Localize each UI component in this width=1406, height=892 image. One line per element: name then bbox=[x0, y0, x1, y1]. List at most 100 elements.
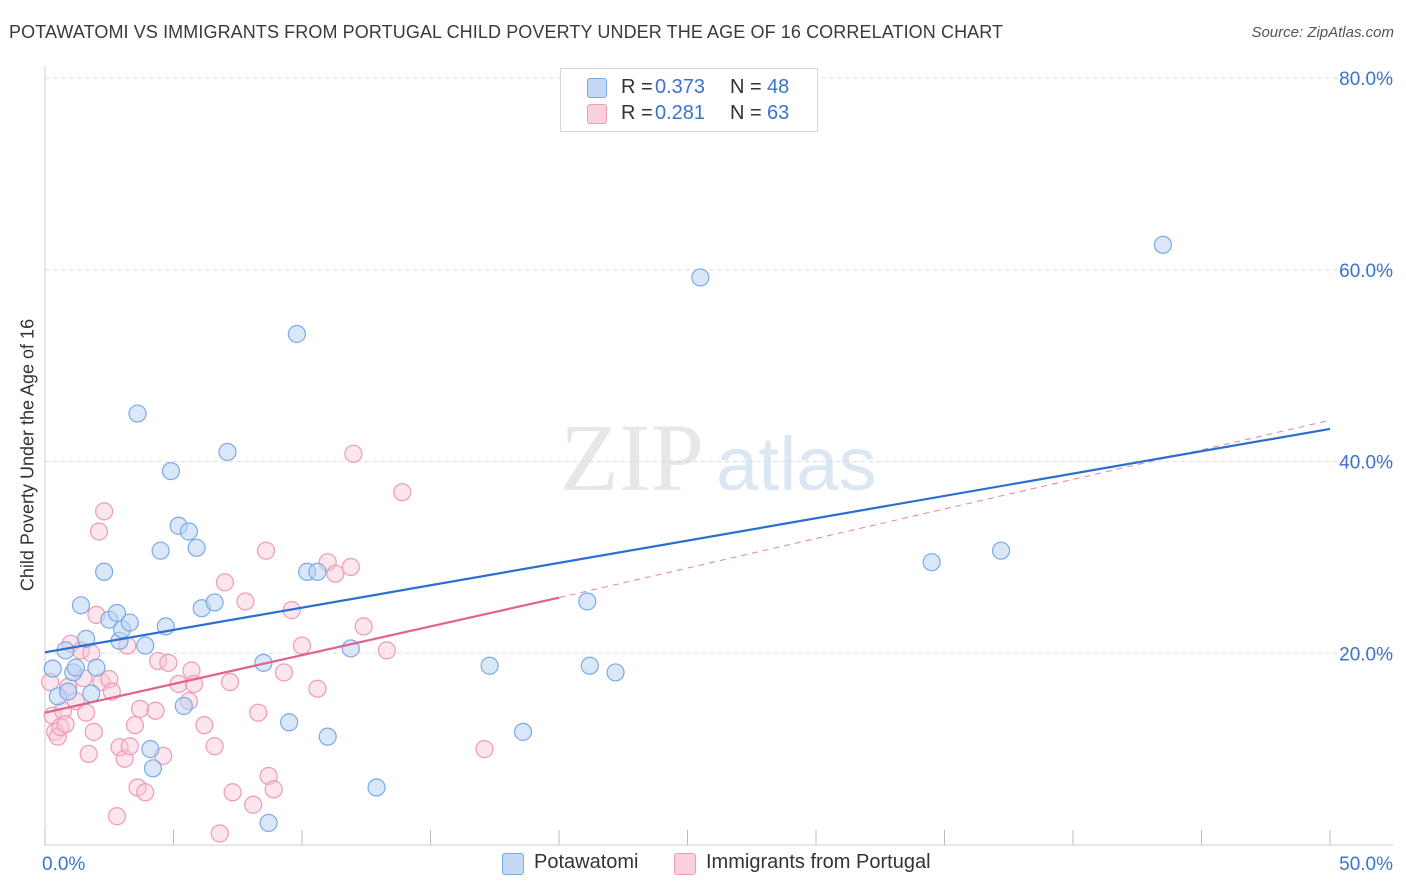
point-portugal bbox=[220, 672, 240, 692]
point-potawatomi bbox=[578, 592, 597, 611]
legend-swatch-portugal bbox=[587, 104, 607, 124]
point-potawatomi bbox=[580, 656, 599, 675]
point-potawatomi bbox=[82, 684, 101, 703]
trend-line-potawatomi bbox=[44, 427, 1331, 654]
point-portugal bbox=[256, 541, 276, 560]
legend-r-value: 0.373 bbox=[655, 76, 706, 98]
point-potawatomi bbox=[174, 696, 193, 716]
point-potawatomi bbox=[95, 562, 114, 581]
point-portugal bbox=[107, 807, 127, 826]
point-potawatomi bbox=[120, 613, 139, 632]
point-potawatomi bbox=[143, 759, 163, 778]
legend-n-value: 48 bbox=[767, 76, 790, 98]
grid-lines bbox=[45, 77, 1393, 654]
axes bbox=[44, 66, 1393, 846]
series-portugal-points bbox=[41, 444, 494, 843]
point-portugal bbox=[393, 483, 412, 502]
y-axis-title: Child Poverty Under the Age of 16 bbox=[17, 318, 38, 592]
point-potawatomi bbox=[480, 656, 499, 675]
point-potawatomi bbox=[71, 596, 91, 615]
point-potawatomi bbox=[259, 813, 278, 833]
point-portugal bbox=[56, 715, 75, 734]
watermark-atlas: atlas bbox=[716, 422, 877, 507]
point-portugal bbox=[344, 444, 363, 463]
legend-swatch-portugal bbox=[674, 853, 696, 875]
chart-title: POTAWATOMI VS IMMIGRANTS FROM PORTUGAL C… bbox=[9, 22, 1004, 42]
point-portugal bbox=[205, 737, 224, 756]
point-potawatomi bbox=[59, 682, 78, 701]
point-potawatomi bbox=[218, 442, 237, 462]
legend-label-portugal: Immigrants from Portugal bbox=[706, 851, 931, 873]
legend-r-label: R = bbox=[621, 102, 653, 124]
legend-n-label: N = bbox=[730, 76, 762, 98]
point-portugal bbox=[84, 722, 103, 741]
legend-r-label: R = bbox=[621, 76, 653, 98]
point-portugal bbox=[377, 641, 396, 660]
point-potawatomi bbox=[991, 541, 1011, 560]
point-portugal bbox=[236, 592, 255, 611]
point-portugal bbox=[130, 699, 150, 718]
point-portugal bbox=[79, 744, 98, 764]
point-potawatomi bbox=[43, 659, 62, 678]
point-potawatomi bbox=[691, 268, 710, 287]
x-tick-label: 50.0% bbox=[1339, 854, 1393, 875]
y-tick-label: 80.0% bbox=[1339, 69, 1393, 90]
point-potawatomi bbox=[280, 713, 299, 732]
point-portugal bbox=[274, 663, 294, 682]
point-portugal bbox=[195, 716, 214, 735]
source-credit: Source: ZipAtlas.com bbox=[1251, 24, 1394, 41]
point-potawatomi bbox=[136, 636, 155, 655]
y-tick-label: 40.0% bbox=[1339, 453, 1393, 474]
point-potawatomi bbox=[287, 324, 306, 344]
point-portugal bbox=[120, 737, 139, 756]
legend-r-value: 0.281 bbox=[655, 102, 706, 124]
correlation-legend: R = 0.373 N = 48 R = 0.281 N = 63 bbox=[560, 68, 818, 132]
point-portugal bbox=[136, 783, 155, 802]
trend-line-portugal bbox=[44, 596, 560, 714]
point-portugal bbox=[354, 617, 373, 636]
point-potawatomi bbox=[318, 727, 337, 746]
watermark: ZIP atlas bbox=[560, 404, 877, 511]
point-portugal bbox=[125, 716, 145, 735]
point-potawatomi bbox=[87, 658, 106, 677]
point-potawatomi bbox=[367, 778, 386, 797]
point-portugal bbox=[341, 557, 360, 577]
point-portugal bbox=[326, 564, 345, 583]
y-tick-label: 60.0% bbox=[1339, 261, 1393, 282]
point-portugal bbox=[249, 703, 268, 722]
point-potawatomi bbox=[187, 538, 206, 557]
legend-n-label: N = bbox=[730, 102, 762, 124]
point-portugal bbox=[475, 740, 494, 759]
point-portugal bbox=[292, 636, 312, 655]
point-portugal bbox=[308, 679, 327, 698]
point-potawatomi bbox=[1153, 235, 1173, 254]
point-potawatomi bbox=[606, 663, 625, 682]
point-portugal bbox=[95, 502, 114, 521]
point-portugal bbox=[223, 783, 242, 802]
point-portugal bbox=[264, 780, 283, 799]
legend-label-potawatomi: Potawatomi bbox=[534, 851, 639, 873]
point-potawatomi bbox=[513, 722, 533, 741]
tick-labels: 20.0% 40.0% 60.0% 80.0% 0.0% 50.0% bbox=[42, 69, 1393, 875]
point-potawatomi bbox=[922, 553, 941, 572]
point-potawatomi bbox=[77, 629, 96, 648]
point-portugal bbox=[244, 795, 263, 814]
point-potawatomi bbox=[308, 562, 327, 581]
point-potawatomi bbox=[107, 603, 127, 623]
point-potawatomi bbox=[128, 404, 147, 423]
y-tick-label: 20.0% bbox=[1339, 644, 1393, 665]
point-portugal bbox=[159, 653, 178, 672]
point-portugal bbox=[259, 766, 278, 786]
trend-lines bbox=[44, 419, 1331, 714]
x-tick-label: 0.0% bbox=[42, 854, 85, 875]
legend-n-value: 63 bbox=[767, 102, 790, 124]
legend-swatch-potawatomi bbox=[502, 853, 524, 875]
point-portugal bbox=[146, 701, 165, 720]
point-potawatomi bbox=[179, 522, 199, 541]
point-portugal bbox=[89, 522, 109, 541]
point-portugal bbox=[77, 703, 96, 722]
point-portugal bbox=[210, 824, 229, 843]
point-portugal bbox=[215, 573, 234, 592]
point-potawatomi bbox=[205, 593, 224, 612]
